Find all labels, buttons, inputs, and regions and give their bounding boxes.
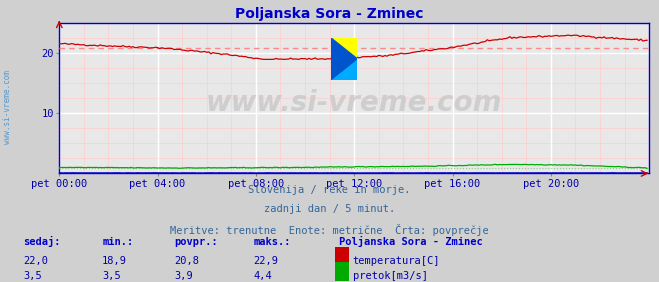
Text: Poljanska Sora - Zminec: Poljanska Sora - Zminec	[235, 7, 424, 21]
Text: Slovenija / reke in morje.: Slovenija / reke in morje.	[248, 185, 411, 195]
Text: www.si-vreme.com: www.si-vreme.com	[206, 89, 502, 116]
Text: maks.:: maks.:	[254, 237, 291, 247]
Text: 22,0: 22,0	[23, 256, 48, 266]
Text: 4,4: 4,4	[254, 271, 272, 281]
Text: 22,9: 22,9	[254, 256, 279, 266]
Text: sedaj:: sedaj:	[23, 236, 61, 247]
Text: pretok[m3/s]: pretok[m3/s]	[353, 271, 428, 281]
Text: Poljanska Sora - Zminec: Poljanska Sora - Zminec	[339, 236, 483, 247]
Text: temperatura[C]: temperatura[C]	[353, 256, 440, 266]
Text: min.:: min.:	[102, 237, 133, 247]
Text: zadnji dan / 5 minut.: zadnji dan / 5 minut.	[264, 204, 395, 214]
Text: povpr.:: povpr.:	[175, 237, 218, 247]
Text: 3,5: 3,5	[102, 271, 121, 281]
Text: Meritve: trenutne  Enote: metrične  Črta: povprečje: Meritve: trenutne Enote: metrične Črta: …	[170, 224, 489, 236]
Text: 18,9: 18,9	[102, 256, 127, 266]
Text: 3,9: 3,9	[175, 271, 193, 281]
Text: www.si-vreme.com: www.si-vreme.com	[3, 70, 13, 144]
Text: 20,8: 20,8	[175, 256, 200, 266]
Text: 3,5: 3,5	[23, 271, 42, 281]
